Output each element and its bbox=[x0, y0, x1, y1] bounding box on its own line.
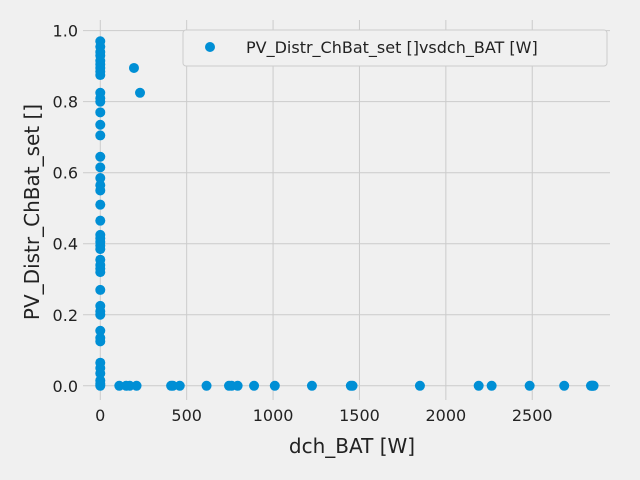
x-tick-label: 2500 bbox=[512, 406, 553, 425]
x-tick-label: 500 bbox=[171, 406, 202, 425]
legend: PV_Distr_ChBat_set []vsdch_BAT [W] bbox=[182, 29, 608, 67]
data-point bbox=[95, 162, 106, 173]
data-point bbox=[559, 380, 570, 391]
x-tick-label: 2000 bbox=[425, 406, 466, 425]
y-tick-label: 0.6 bbox=[53, 164, 78, 183]
data-point bbox=[174, 380, 185, 391]
x-tick-label: 0 bbox=[95, 406, 105, 425]
data-point bbox=[486, 380, 497, 391]
data-point bbox=[95, 107, 106, 118]
data-point bbox=[135, 87, 146, 98]
legend-marker bbox=[205, 42, 215, 52]
data-point bbox=[114, 380, 125, 391]
data-point bbox=[524, 380, 535, 391]
data-point bbox=[347, 380, 358, 391]
x-tick-label: 1500 bbox=[339, 406, 380, 425]
data-point bbox=[131, 380, 142, 391]
data-point bbox=[95, 267, 106, 278]
data-point bbox=[232, 380, 243, 391]
data-point bbox=[95, 173, 106, 184]
tick-labels: 0 500 1000 1500 2000 2500 0.0 0.2 0.4 0.6 0.8 1.0 bbox=[53, 22, 553, 425]
data-point bbox=[95, 70, 106, 81]
data-point bbox=[167, 380, 178, 391]
data-point bbox=[95, 130, 106, 141]
plot-area bbox=[83, 20, 610, 400]
data-point bbox=[588, 380, 599, 391]
data-point bbox=[95, 336, 106, 347]
y-tick-label: 0.2 bbox=[53, 306, 78, 325]
data-point bbox=[95, 309, 106, 320]
data-point bbox=[201, 380, 212, 391]
data-point bbox=[95, 368, 106, 379]
data-points bbox=[95, 36, 599, 391]
data-point bbox=[95, 284, 106, 295]
data-point bbox=[306, 380, 317, 391]
y-tick-label: 0.8 bbox=[53, 93, 78, 112]
x-tick-label: 1000 bbox=[253, 406, 294, 425]
data-point bbox=[414, 380, 425, 391]
x-axis-label: dch_BAT [W] bbox=[289, 434, 415, 458]
data-point bbox=[95, 96, 106, 107]
data-point bbox=[95, 244, 106, 255]
y-axis-label: PV_Distr_ChBat_set [] bbox=[20, 104, 44, 320]
y-tick-label: 0.0 bbox=[53, 377, 78, 396]
data-point bbox=[95, 215, 106, 226]
data-point bbox=[95, 151, 106, 162]
data-point bbox=[249, 380, 260, 391]
legend-box bbox=[182, 29, 608, 67]
data-point bbox=[95, 185, 106, 196]
data-point bbox=[269, 380, 280, 391]
data-point bbox=[128, 62, 139, 73]
data-point bbox=[473, 380, 484, 391]
y-tick-label: 0.4 bbox=[53, 235, 78, 254]
data-point bbox=[95, 380, 106, 391]
data-point bbox=[124, 380, 135, 391]
data-point bbox=[95, 119, 106, 130]
legend-label: PV_Distr_ChBat_set []vsdch_BAT [W] bbox=[246, 38, 538, 58]
y-tick-label: 1.0 bbox=[53, 22, 78, 41]
data-point bbox=[95, 199, 106, 210]
data-point bbox=[95, 325, 106, 336]
